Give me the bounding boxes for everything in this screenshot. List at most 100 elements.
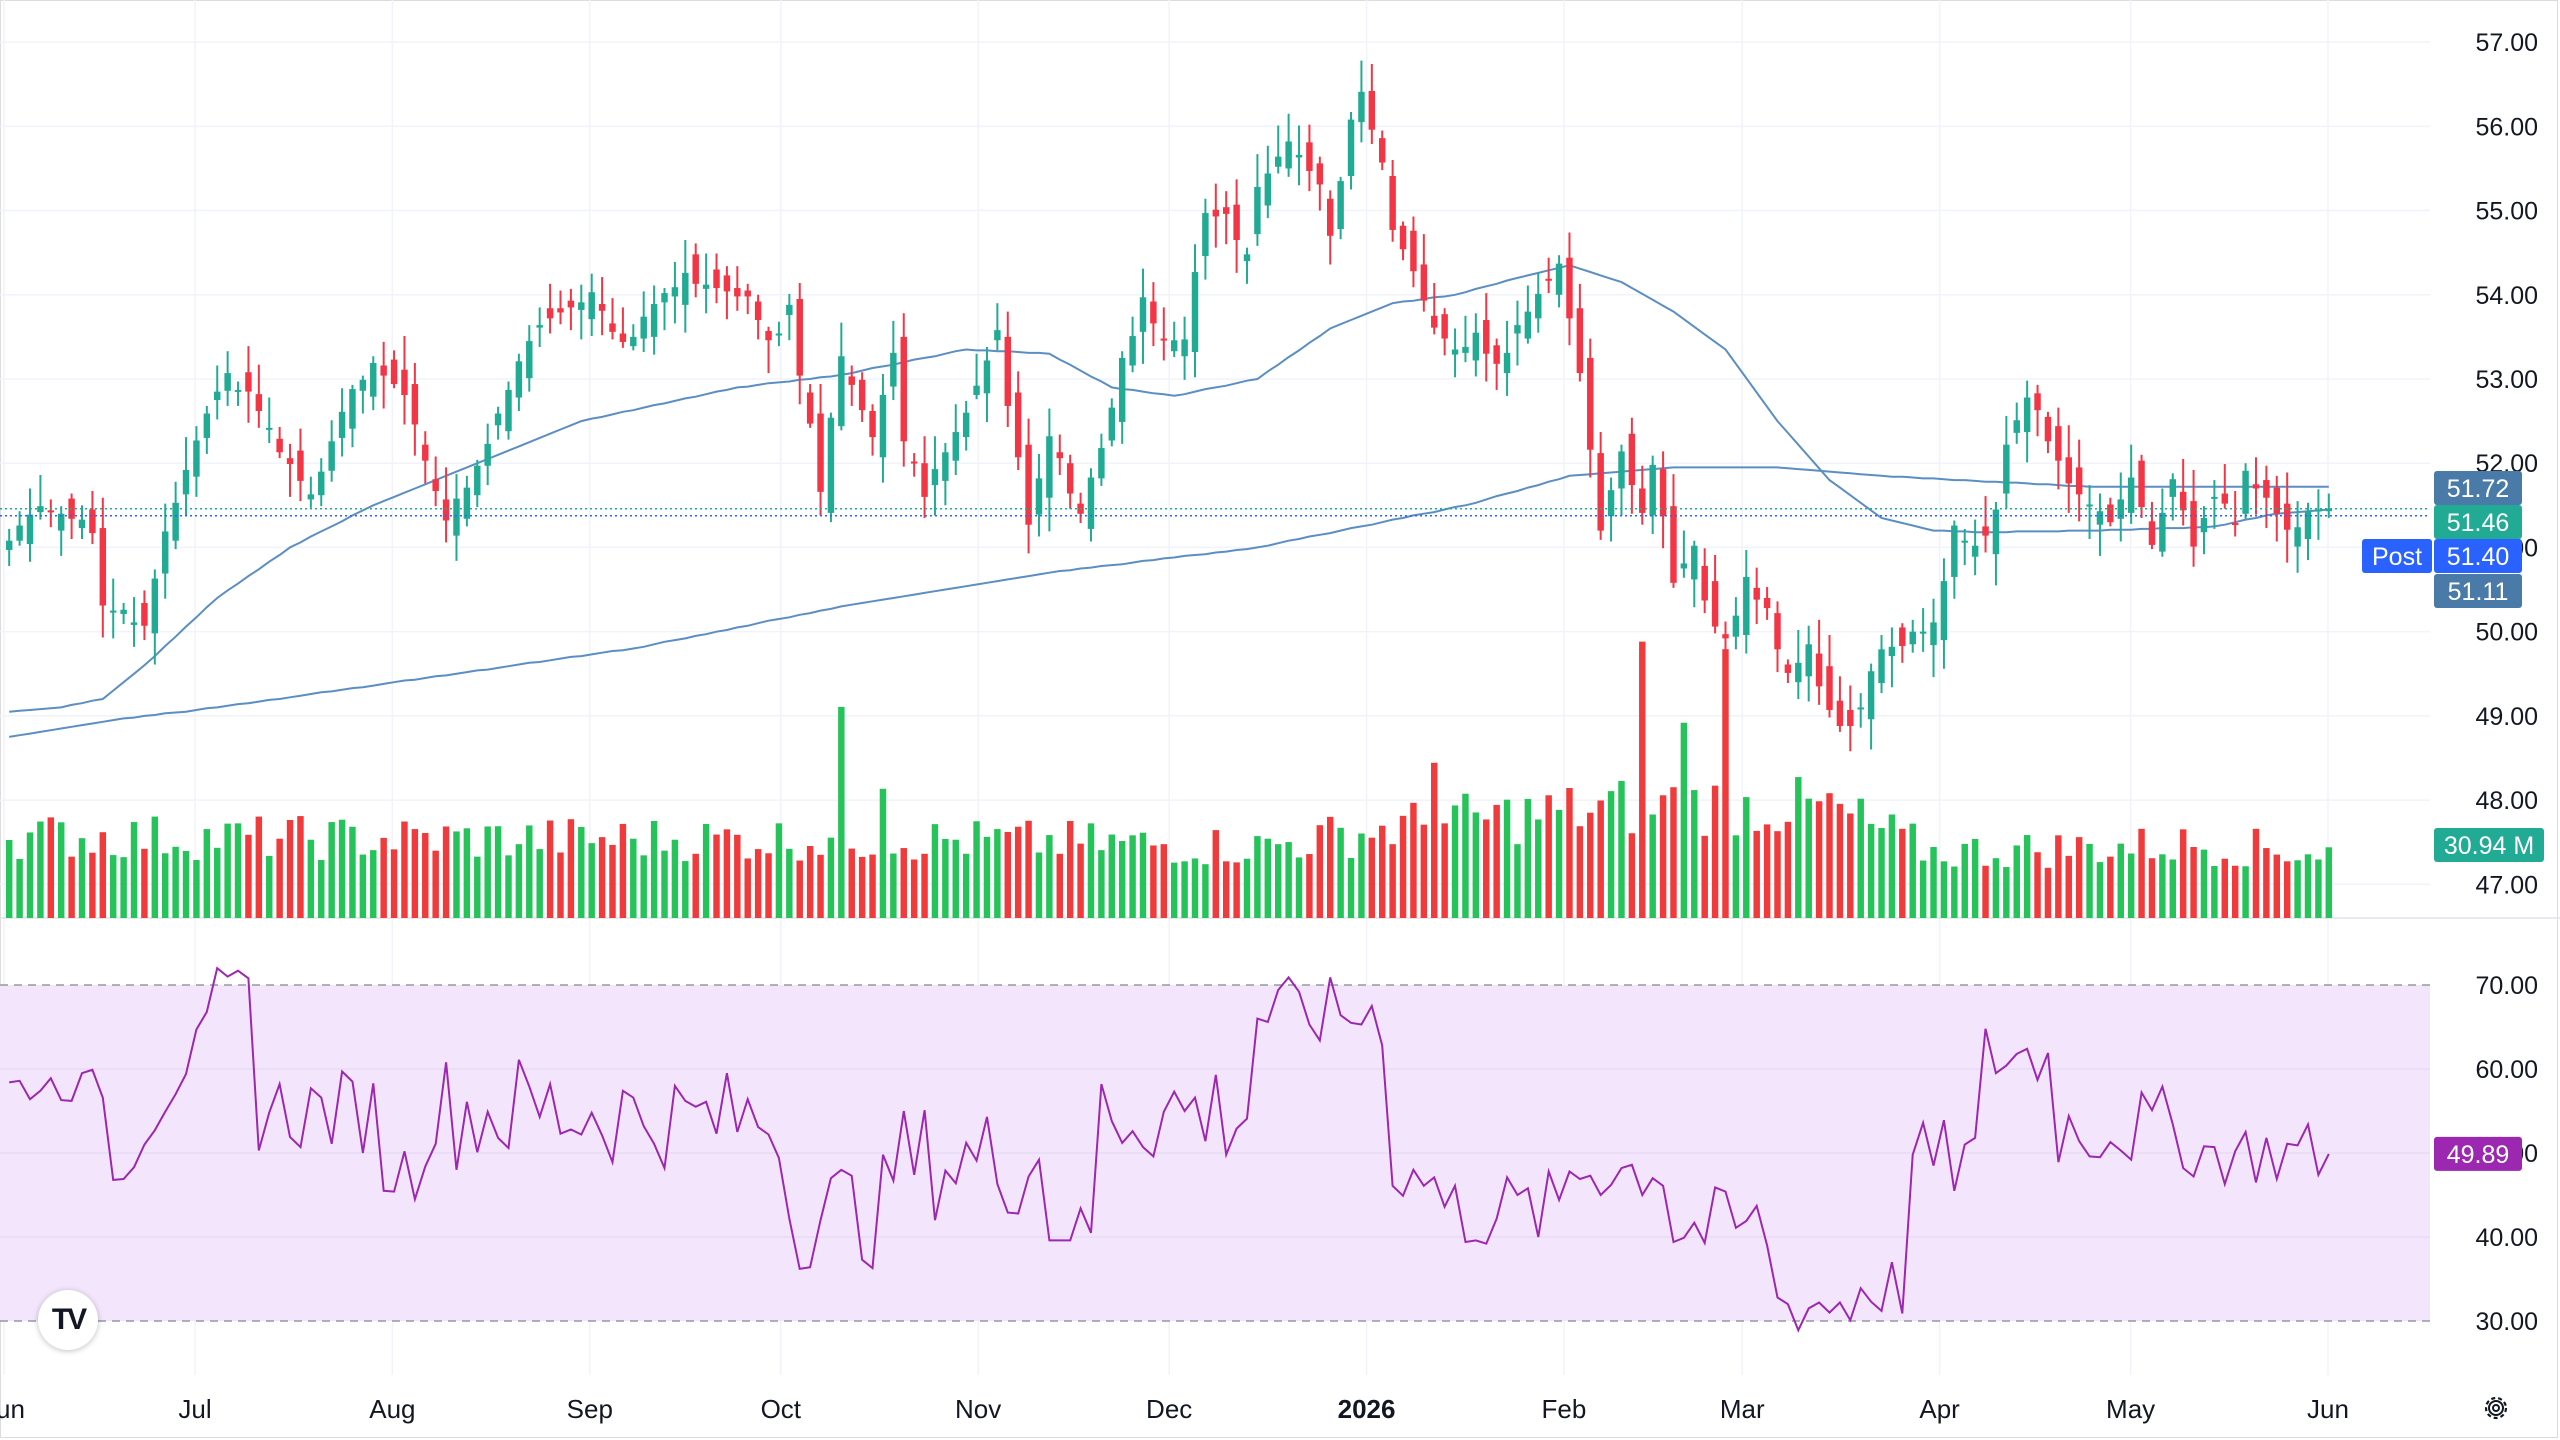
candle-body bbox=[1951, 525, 1958, 577]
candle-body bbox=[1399, 225, 1407, 250]
candle-body bbox=[1098, 448, 1105, 479]
candle-body bbox=[1888, 646, 1896, 657]
candle-body bbox=[598, 304, 606, 311]
candle-body bbox=[1087, 477, 1095, 529]
volume-bar bbox=[390, 849, 398, 918]
candle-body bbox=[754, 301, 762, 321]
candle-body bbox=[682, 272, 689, 305]
candle-body bbox=[2055, 426, 2062, 461]
volume-bar bbox=[2034, 852, 2041, 918]
volume-bar bbox=[983, 836, 991, 918]
moving-average-line bbox=[9, 264, 2329, 713]
candle-body bbox=[1108, 407, 1116, 441]
volume-bar bbox=[1441, 823, 1448, 918]
volume-bar bbox=[1639, 641, 1646, 918]
volume-bar bbox=[994, 829, 1001, 918]
volume-bar bbox=[1930, 847, 1937, 918]
candle-body bbox=[203, 413, 211, 438]
volume-bar bbox=[848, 848, 855, 918]
volume-bar bbox=[2075, 837, 2083, 918]
settings-gear-icon[interactable] bbox=[2476, 1388, 2516, 1428]
candle-body bbox=[2242, 470, 2249, 514]
candle-body bbox=[214, 391, 221, 401]
volume-bar bbox=[734, 834, 741, 918]
candle-body bbox=[1066, 463, 1074, 494]
candle-body bbox=[411, 384, 419, 425]
volume-bar bbox=[1503, 799, 1511, 918]
volume-bar bbox=[1285, 842, 1292, 918]
volume-bar bbox=[806, 845, 814, 918]
candle-body bbox=[1836, 700, 1844, 726]
volume-bar bbox=[78, 838, 86, 918]
candle-body bbox=[1046, 436, 1053, 498]
candle-body bbox=[640, 316, 647, 339]
candle-body bbox=[2231, 523, 2239, 526]
volume-bar bbox=[182, 850, 190, 918]
volume-bar bbox=[1483, 819, 1490, 918]
candle-body bbox=[255, 394, 263, 411]
volume-bar bbox=[2003, 867, 2010, 918]
candle-body bbox=[723, 275, 731, 292]
price-tick-label: 47.00 bbox=[2475, 871, 2538, 899]
volume-bar bbox=[224, 823, 231, 918]
volume-bar bbox=[1607, 791, 1615, 918]
candle-body bbox=[2003, 444, 2010, 494]
volume-bar bbox=[1347, 857, 1355, 918]
last-price-badge bbox=[2434, 505, 2522, 539]
volume-bar bbox=[1129, 835, 1136, 918]
volume-bar bbox=[2127, 853, 2135, 918]
volume-bar bbox=[453, 831, 460, 918]
candle-body bbox=[349, 389, 356, 429]
volume-bar bbox=[2283, 861, 2291, 918]
candle-body bbox=[57, 513, 65, 531]
candle-body bbox=[1587, 357, 1594, 450]
volume-bar bbox=[1451, 805, 1459, 918]
volume-bar bbox=[1940, 861, 1948, 918]
volume-bar bbox=[1295, 857, 1303, 918]
rsi-line bbox=[9, 966, 2330, 1333]
candle-body bbox=[2211, 496, 2218, 499]
candle-body bbox=[224, 373, 231, 391]
volume-bar bbox=[1108, 834, 1116, 918]
volume-bar bbox=[1222, 861, 1230, 918]
candle-body bbox=[1711, 581, 1719, 627]
candle-body bbox=[1857, 707, 1864, 710]
candle-body bbox=[1202, 213, 1209, 257]
candle-body bbox=[578, 302, 585, 310]
volume-bar bbox=[255, 816, 263, 918]
ma-lower-badge-text: 51.11 bbox=[2448, 578, 2509, 606]
volume-bar bbox=[2252, 828, 2260, 918]
candle-body bbox=[16, 525, 23, 541]
grid-lines bbox=[0, 0, 2430, 1375]
candle-body bbox=[1805, 644, 1812, 677]
volume-bar bbox=[1691, 790, 1698, 918]
volume-bar bbox=[5, 840, 13, 918]
volume-bar bbox=[172, 846, 179, 918]
time-tick-label: Sep bbox=[567, 1394, 613, 1424]
volume-bar bbox=[1358, 833, 1365, 918]
volume-bar bbox=[2294, 860, 2301, 918]
candle-body bbox=[1867, 671, 1875, 720]
volume-bar bbox=[2148, 858, 2156, 918]
candle-body bbox=[879, 394, 887, 458]
volume-bar bbox=[1680, 722, 1688, 918]
candle-body bbox=[515, 361, 523, 398]
volume-bar bbox=[2169, 859, 2176, 918]
volume-bar bbox=[1535, 819, 1542, 918]
candle-body bbox=[1025, 444, 1032, 525]
candle-body bbox=[1992, 509, 2000, 555]
candle-body bbox=[1597, 453, 1604, 531]
candle-body bbox=[838, 356, 845, 427]
volume-bar bbox=[1098, 850, 1105, 918]
tradingview-logo-icon[interactable]: TV bbox=[38, 1290, 98, 1350]
volume-bar bbox=[1264, 838, 1272, 918]
volume-bar bbox=[1327, 816, 1334, 918]
time-tick-label: Jul bbox=[178, 1394, 211, 1424]
candle-body bbox=[266, 427, 273, 430]
volume-bar bbox=[1368, 837, 1376, 918]
candle-body bbox=[910, 461, 918, 464]
candle-body bbox=[806, 392, 814, 424]
candle-body bbox=[1555, 263, 1563, 295]
volume-bar bbox=[141, 848, 148, 918]
